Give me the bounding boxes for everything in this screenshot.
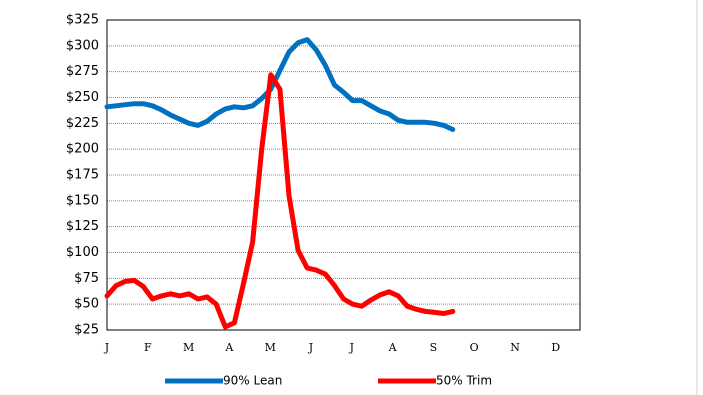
y-tick-label: $75 [74,271,99,286]
x-tick-label: S [430,341,438,354]
y-tick-label: $150 [66,193,99,208]
x-tick-label: O [470,341,479,354]
y-tick-label: $175 [66,168,99,183]
x-tick-label: N [510,341,520,354]
x-tick-label: A [224,341,234,354]
x-tick-label: J [308,341,313,354]
y-tick-label: $300 [66,38,99,53]
y-tick-label: $225 [66,116,99,131]
y-tick-label: $25 [74,323,99,338]
legend-label: 50% Trim [436,374,492,388]
series-line [104,37,456,132]
y-tick-label: $250 [66,90,99,105]
x-tick-label: D [551,341,560,354]
x-tick-label: J [104,341,109,354]
legend-label: 90% Lean [223,374,282,388]
y-tick-label: $100 [66,245,99,260]
x-tick-label: M [265,341,276,354]
series-line [104,72,456,330]
x-tick-label: M [183,341,194,354]
y-tick-label: $125 [66,219,99,234]
plot-border [106,19,581,331]
x-tick-label: A [388,341,398,354]
y-tick-label: $50 [74,297,99,312]
y-tick-label: $200 [66,142,99,157]
x-tick-label: F [144,341,152,354]
y-tick-label: $275 [66,64,99,79]
y-tick-label: $325 [66,13,99,28]
x-tick-label: J [349,341,354,354]
